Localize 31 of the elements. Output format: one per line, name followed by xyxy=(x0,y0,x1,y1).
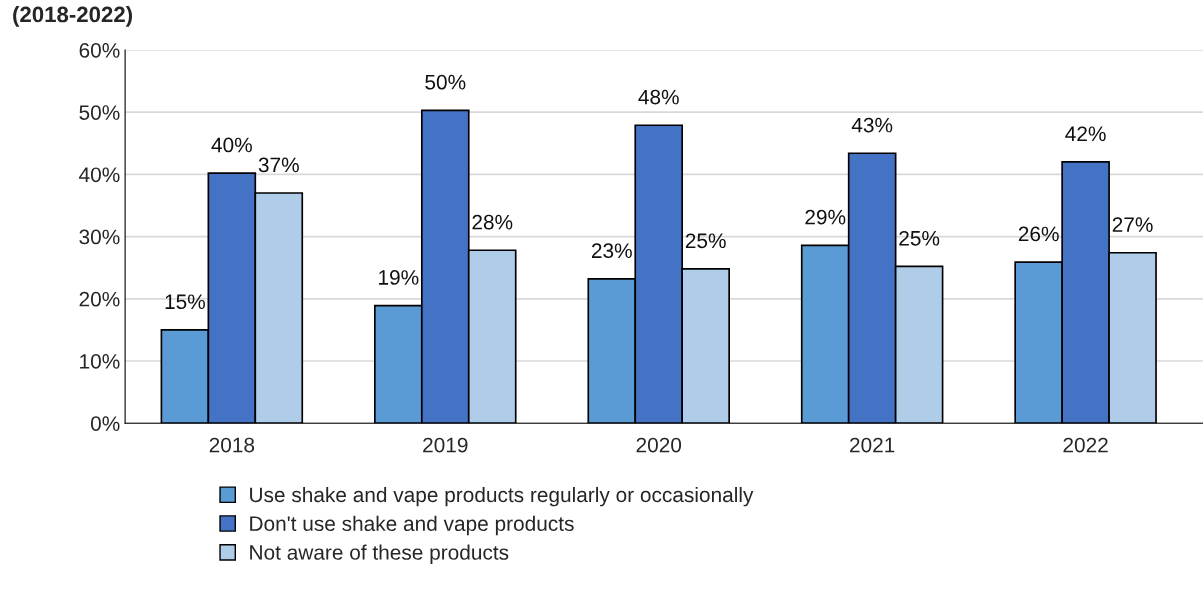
legend-label: Use shake and vape products regularly or occasionally xyxy=(250,486,754,507)
data-label: 50% xyxy=(425,74,466,90)
data-label: 25% xyxy=(899,230,940,246)
y-tick-label: 30% xyxy=(79,229,120,245)
x-tick-label: 2020 xyxy=(636,437,682,453)
y-tick-label: 20% xyxy=(79,291,120,307)
x-tick-label: 2022 xyxy=(1063,437,1108,453)
y-tick-label: 10% xyxy=(80,354,120,369)
y-tick-label: 60% xyxy=(79,42,120,58)
data-label: 15% xyxy=(165,294,205,310)
y-tick-label: 50% xyxy=(79,105,120,120)
data-label: 43% xyxy=(851,117,893,133)
data-label: 37% xyxy=(258,157,299,173)
legend-label: Don't use shake and vape products xyxy=(250,515,574,536)
data-label: 26% xyxy=(1018,226,1059,242)
chart-title: (2018-2022) xyxy=(13,6,132,27)
data-label: 19% xyxy=(379,270,419,285)
x-tick-label: 2021 xyxy=(850,437,895,453)
data-label: 28% xyxy=(472,214,513,230)
y-tick-label: 0% xyxy=(90,416,120,431)
data-label: 27% xyxy=(1112,217,1153,232)
data-label: 29% xyxy=(805,209,846,225)
data-label: 48% xyxy=(638,89,679,105)
data-label: 42% xyxy=(1065,126,1106,142)
x-tick-label: 2018 xyxy=(209,437,255,453)
y-tick-label: 40% xyxy=(79,167,120,183)
x-tick-label: 2019 xyxy=(423,437,468,453)
legend-label: Not aware of these products xyxy=(250,544,509,564)
data-label: 40% xyxy=(211,137,252,153)
data-label: 23% xyxy=(591,243,632,259)
data-label: 25% xyxy=(685,233,726,249)
